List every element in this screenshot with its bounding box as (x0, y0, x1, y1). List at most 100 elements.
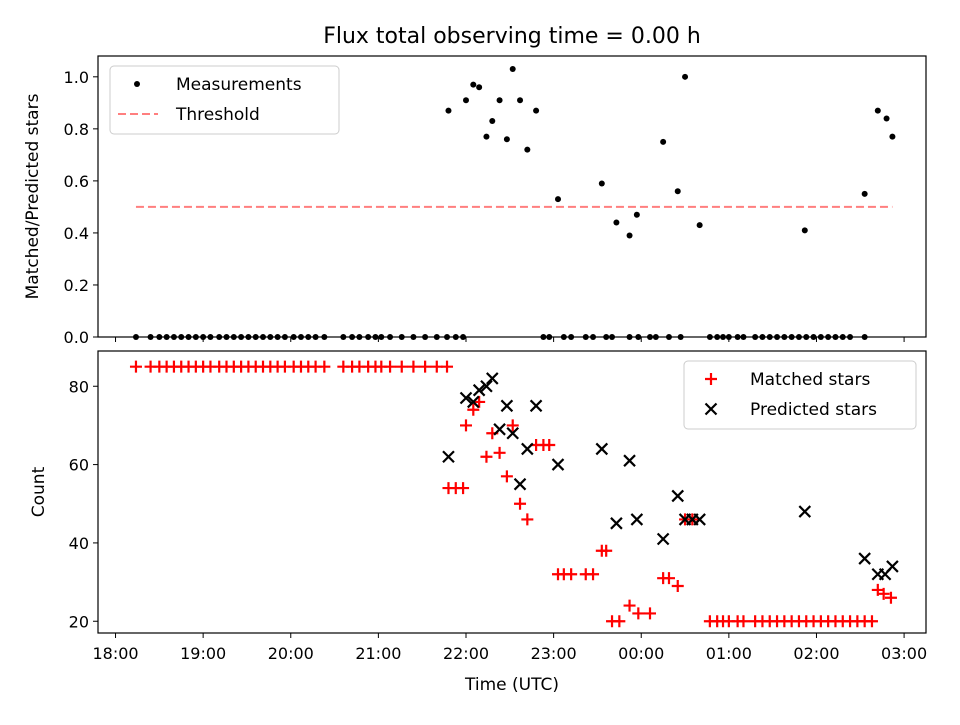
matched-star-point (473, 395, 486, 408)
measurement-point (533, 107, 540, 114)
predicted-star-point (693, 513, 706, 526)
legend-box (683, 360, 917, 430)
predicted-star-point (529, 399, 543, 413)
matched-star-point (384, 360, 397, 373)
x-tick-label: 03:00 (881, 644, 927, 663)
matched-star-point (623, 599, 636, 612)
matched-star-point (395, 360, 408, 373)
predicted-star-point (521, 442, 534, 456)
predicted-star-point (442, 450, 455, 464)
y-tick-label: 1.0 (64, 68, 89, 87)
measurement-point (496, 97, 503, 104)
measurement-point (674, 188, 681, 195)
y-tick-label: 0.0 (64, 328, 89, 347)
predicted-star-point (551, 458, 565, 471)
matched-star-point (600, 544, 613, 557)
measurement-point (517, 97, 524, 104)
matched-star-point (543, 439, 556, 451)
predicted-star-point (656, 532, 670, 546)
legend: Measurements Threshold (109, 65, 340, 135)
measurement-point (483, 133, 490, 140)
predicted-star-point (480, 379, 493, 393)
measurement-point (889, 133, 896, 140)
predicted-star-point (500, 399, 514, 413)
y-axis-label: Matched/Predicted stars (23, 93, 43, 299)
matched-star-point (613, 615, 626, 628)
x-tick-label: 18:00 (92, 644, 138, 663)
measurement-point (682, 73, 689, 80)
matched-star-point (587, 568, 600, 581)
x-tick-label: 23:00 (531, 644, 577, 663)
plot-frame (97, 55, 927, 338)
predicted-star-point (513, 477, 527, 491)
x-tick-label: 20:00 (268, 644, 314, 663)
matched-star-point (419, 360, 432, 373)
legend-label: Threshold (175, 105, 260, 125)
matched-star-point (457, 482, 470, 495)
plot-marks (132, 66, 896, 340)
y-tick-label: 0.6 (64, 172, 89, 191)
matched-star-point (644, 607, 656, 620)
matched-star-point (500, 470, 513, 483)
predicted-star-point (798, 505, 812, 518)
predicted-star-point (623, 454, 636, 467)
matched-star-point (737, 615, 750, 628)
y-tick-label: 40 (69, 534, 89, 553)
matched-star-point (865, 615, 878, 628)
x-tick-label: 21:00 (355, 644, 401, 663)
measurement-point (509, 66, 516, 73)
plot-marks (129, 360, 899, 628)
predicted-star-point (493, 423, 506, 436)
y-tick-label: 0.8 (64, 120, 89, 139)
chart-title: Flux total observing time = 0.00 h (323, 24, 701, 49)
legend: Matched stars Predicted stars (683, 360, 917, 430)
matched-star-point (662, 572, 675, 585)
legend-label: Predicted stars (750, 400, 877, 420)
y-axis-label: Count (29, 466, 49, 517)
panel-count: 20 40 60 80 18:00 19:00 20:00 21:00 22:00 23:00 00… (29, 350, 927, 695)
predicted-star-point (486, 372, 499, 385)
panel-ratio: Flux total observing time = 0.00 h 0.0 0.2… (23, 24, 927, 347)
measurement-point (470, 81, 477, 88)
legend-label: Matched stars (750, 370, 870, 390)
plot-frame (97, 350, 927, 634)
measurement-point (660, 138, 667, 145)
predicted-star-point (506, 426, 520, 440)
legend-measurement-swatch (134, 81, 140, 87)
x-tick-label: 00:00 (618, 644, 664, 663)
matched-star-point (493, 446, 506, 459)
y-tick-label: 0.2 (64, 276, 89, 295)
y-tick-label: 80 (69, 377, 89, 396)
measurement-point (555, 196, 561, 203)
legend-box (109, 65, 340, 135)
measurement-point (874, 107, 881, 114)
matched-star-point (506, 419, 519, 432)
measurement-point (801, 227, 808, 234)
x-tick-label: 22:00 (443, 644, 489, 663)
predicted-star-point (630, 513, 644, 526)
matched-star-point (430, 360, 443, 373)
predicted-star-point (595, 442, 609, 456)
predicted-star-point (886, 560, 899, 573)
matched-star-point (129, 360, 142, 373)
matched-star-point (877, 587, 890, 600)
measurement-point (463, 97, 469, 104)
predicted-star-point (472, 383, 486, 397)
y-tick-label: 60 (69, 456, 89, 475)
predicted-star-point (858, 552, 871, 565)
measurement-point (445, 107, 452, 114)
measurement-point (476, 84, 483, 91)
measurement-point (633, 211, 640, 218)
legend-matched-swatch (705, 373, 717, 385)
matched-star-point (632, 607, 645, 620)
measurement-point (598, 180, 605, 187)
matched-star-point (467, 403, 480, 416)
x-tick-label: 01:00 (706, 644, 752, 663)
matched-star-point (318, 360, 331, 373)
predicted-star-point (467, 395, 480, 409)
measurement-point (883, 115, 890, 122)
y-tick-label: 20 (69, 612, 89, 631)
measurement-point (503, 136, 510, 143)
measurement-point (626, 232, 633, 239)
